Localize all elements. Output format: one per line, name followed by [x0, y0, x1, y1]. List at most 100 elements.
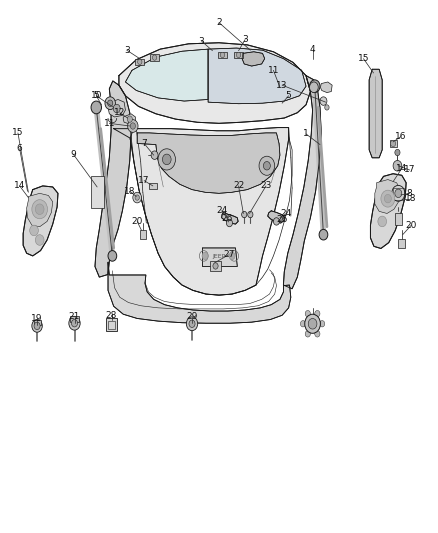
Circle shape: [202, 252, 208, 260]
Text: 17: 17: [404, 166, 415, 174]
Polygon shape: [23, 186, 58, 256]
Bar: [135, 59, 144, 65]
Text: 23: 23: [260, 181, 272, 190]
Polygon shape: [202, 248, 237, 266]
Text: 14: 14: [396, 164, 407, 173]
Circle shape: [130, 123, 135, 129]
Text: 13: 13: [276, 80, 288, 90]
Text: 9: 9: [71, 150, 76, 159]
Text: 24: 24: [216, 206, 227, 215]
Polygon shape: [283, 76, 321, 289]
Bar: [70, 317, 79, 321]
Circle shape: [91, 101, 102, 114]
Text: 27: 27: [223, 251, 234, 260]
Text: 12: 12: [114, 108, 125, 117]
Polygon shape: [371, 174, 406, 248]
Polygon shape: [123, 114, 135, 124]
Bar: [393, 188, 403, 200]
Circle shape: [162, 154, 171, 165]
Circle shape: [393, 160, 402, 171]
Circle shape: [213, 263, 218, 269]
Text: 6: 6: [17, 144, 22, 154]
Text: 18: 18: [124, 187, 135, 196]
Circle shape: [310, 80, 320, 93]
Circle shape: [226, 219, 233, 227]
Circle shape: [220, 52, 225, 58]
Circle shape: [319, 229, 328, 240]
Circle shape: [315, 311, 320, 317]
Circle shape: [378, 216, 387, 227]
Circle shape: [315, 330, 320, 337]
Polygon shape: [375, 180, 401, 214]
Polygon shape: [108, 100, 125, 117]
Polygon shape: [27, 193, 53, 227]
Text: 3: 3: [199, 37, 205, 46]
Text: 19: 19: [32, 314, 43, 323]
Circle shape: [229, 252, 235, 260]
Text: JEEP: JEEP: [212, 254, 226, 260]
Bar: [108, 321, 115, 328]
Text: 16: 16: [395, 132, 406, 141]
Circle shape: [35, 204, 44, 215]
Text: 26: 26: [221, 214, 233, 223]
Bar: [140, 230, 146, 239]
Circle shape: [300, 320, 306, 327]
Circle shape: [385, 195, 391, 203]
Polygon shape: [208, 48, 306, 104]
Text: 1: 1: [303, 130, 309, 139]
Text: 3: 3: [242, 35, 248, 44]
Text: 20: 20: [131, 217, 143, 226]
Bar: [395, 214, 402, 225]
Circle shape: [189, 320, 195, 327]
Text: 10: 10: [91, 91, 102, 100]
Bar: [218, 52, 227, 58]
Polygon shape: [321, 82, 332, 93]
Bar: [34, 319, 41, 325]
Circle shape: [138, 59, 142, 64]
Text: 20: 20: [406, 221, 417, 230]
Text: 15: 15: [358, 54, 369, 63]
Circle shape: [30, 225, 39, 236]
Polygon shape: [125, 49, 208, 101]
Text: 5: 5: [286, 91, 292, 100]
Bar: [149, 183, 157, 189]
Text: 11: 11: [103, 119, 115, 128]
Circle shape: [320, 320, 325, 327]
Circle shape: [242, 212, 247, 217]
Circle shape: [263, 161, 270, 170]
Bar: [91, 176, 104, 208]
Circle shape: [105, 97, 116, 110]
Circle shape: [305, 311, 311, 317]
Circle shape: [237, 52, 241, 58]
Text: 8: 8: [407, 189, 413, 198]
Circle shape: [186, 317, 198, 330]
Circle shape: [305, 314, 321, 333]
Circle shape: [248, 212, 253, 217]
Text: 2: 2: [216, 18, 222, 27]
Circle shape: [325, 105, 329, 110]
Circle shape: [108, 100, 113, 107]
Circle shape: [320, 97, 327, 106]
Text: 24: 24: [281, 209, 292, 218]
Circle shape: [310, 82, 318, 93]
Circle shape: [392, 185, 405, 201]
Text: 7: 7: [141, 139, 147, 148]
Circle shape: [34, 322, 40, 329]
Circle shape: [69, 317, 80, 330]
Bar: [390, 140, 397, 147]
Circle shape: [151, 151, 158, 159]
Bar: [106, 318, 117, 331]
Circle shape: [152, 55, 157, 60]
Circle shape: [305, 330, 311, 337]
Polygon shape: [222, 213, 238, 224]
Circle shape: [35, 235, 44, 245]
Circle shape: [135, 195, 139, 200]
Circle shape: [32, 319, 42, 332]
Circle shape: [127, 119, 138, 132]
Polygon shape: [369, 69, 382, 158]
Circle shape: [381, 190, 395, 207]
Text: 21: 21: [69, 312, 80, 321]
Text: 22: 22: [233, 181, 244, 190]
Polygon shape: [268, 211, 284, 223]
Circle shape: [259, 156, 275, 175]
